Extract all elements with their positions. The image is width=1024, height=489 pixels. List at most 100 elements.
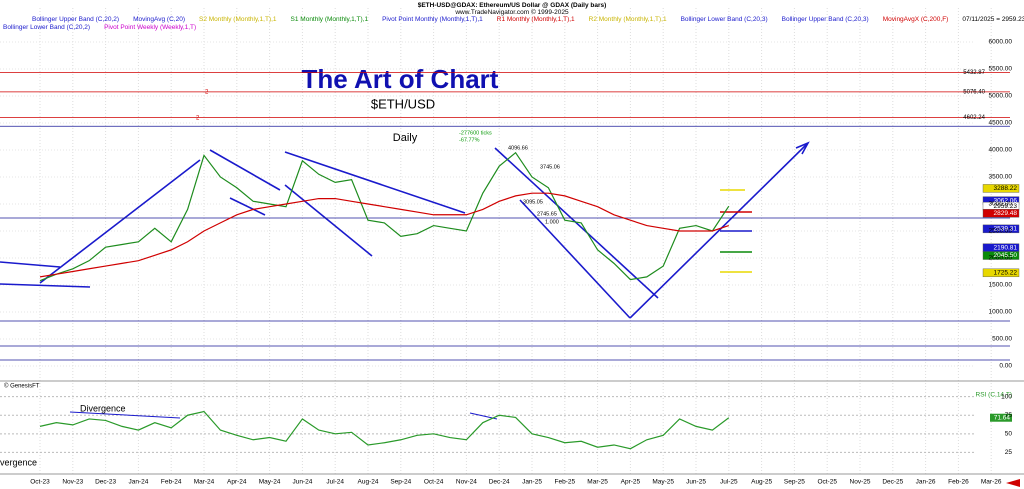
trendline: [209, 149, 281, 191]
x-tick-label: Feb-26: [948, 479, 969, 486]
y-tick-label: 50: [1005, 431, 1013, 438]
trendline: [39, 159, 201, 284]
legend-item: Pivot Point Monthly (Monthly,1,T),1: [382, 16, 483, 23]
level-label: 5432.87: [963, 70, 985, 76]
header-source: www.TradeNavigator.com © 1999-2025: [455, 9, 569, 16]
x-tick-label: Feb-25: [554, 479, 575, 486]
annotation: 3095.05: [523, 199, 543, 205]
x-tick-label: Jan-24: [128, 479, 148, 486]
y-tick-label: 5500.00: [989, 66, 1013, 73]
x-tick-label: Oct-25: [817, 479, 837, 486]
trendline: [284, 184, 373, 257]
price-box-label: 2045.50: [994, 252, 1018, 259]
y-tick-label: 4000.00: [989, 147, 1013, 154]
trendline: [519, 199, 631, 319]
y-tick-label: 75: [1005, 412, 1013, 419]
header-title: $ETH-USD@GDAX: Ethereum/US Dollar @ GDAX…: [417, 2, 607, 9]
x-tick-label: Jun-24: [292, 479, 312, 486]
x-tick-label: Dec-23: [95, 479, 116, 486]
price-box-label: 2539.31: [994, 226, 1018, 233]
price-box-label: 2959.23: [994, 203, 1018, 210]
y-tick-label: 0.00: [999, 363, 1012, 370]
annotation: 2745.65: [537, 211, 557, 217]
level-label: 5076.40: [963, 89, 985, 95]
price-box-label: 1725.22: [994, 270, 1018, 277]
trendlines: [0, 141, 810, 420]
chart-subtitle: $ETH/USD: [371, 96, 435, 111]
annotation: -277600 ticks: [459, 130, 492, 136]
x-tick-label: Aug-25: [751, 479, 772, 486]
x-tick-label: Oct-24: [424, 479, 444, 486]
legend-item: Pivot Point Weekly (Weekly,1,T): [104, 24, 197, 31]
arrow-head: [795, 141, 810, 155]
y-tick-label: 100: [1001, 393, 1012, 400]
marks: [0, 72, 1020, 450]
legend-item: Bollinger Upper Band (C,20,2): [32, 16, 120, 23]
x-tick-label: Mar-25: [587, 479, 608, 486]
x-tick-label: Aug-24: [358, 479, 379, 486]
y-tick-label: 3500.00: [989, 174, 1013, 181]
x-tick-label: Jun-25: [686, 479, 706, 486]
trendline: [0, 283, 91, 288]
annotation: 2: [196, 116, 200, 122]
legend-item: Bollinger Upper Band (C,20,3): [781, 16, 869, 23]
annotation: -67.77%: [459, 137, 480, 143]
axis-labels: Oct-23 Nov-23 Dec-23 Jan-24 Feb-24 Mar-24 Apr-…: [30, 39, 1017, 486]
y-tick-label: 500.00: [992, 336, 1012, 343]
y-tick-label: 1500.00: [989, 282, 1013, 289]
legend: Bollinger Lower Band (C,20,2) Pivot Point…: [3, 24, 210, 31]
x-tick-label: Mar-24: [194, 479, 215, 486]
panel-title: RSI (C,14,T): [976, 392, 1012, 399]
value-box-label: 71.64: [994, 414, 1011, 421]
series-line: [39, 410, 730, 450]
x-tick-label: Sep-25: [784, 479, 805, 486]
grid: [0, 8, 992, 474]
y-tick-label: 25: [1005, 449, 1013, 456]
annotation: 3745.06: [540, 164, 560, 170]
trendline: [229, 197, 266, 216]
trendline: [629, 142, 809, 319]
x-tick-label: Dec-24: [489, 479, 510, 486]
series-line: [39, 192, 729, 278]
x-tick-label: Jul-24: [326, 479, 344, 486]
scroll-arrow[interactable]: [1006, 479, 1020, 487]
price-box: [982, 251, 1020, 260]
trendline: [0, 261, 61, 268]
level-label: 4602.24: [963, 115, 985, 121]
annotation: Daily: [393, 132, 418, 144]
y-tick-label: 3000.00: [989, 201, 1013, 208]
legend-item: R1 Monthly (Monthly,1,T),1: [496, 16, 575, 23]
x-tick-label: Nov-24: [456, 479, 477, 486]
x-tick-label: Dec-25: [882, 479, 903, 486]
annotation: 4096.66: [508, 145, 528, 151]
annotation: © GenesisFT: [4, 383, 40, 390]
chart-title: The Art of Chart: [302, 64, 499, 94]
y-tick-label: 2000.00: [989, 255, 1013, 262]
annotation: 1.000: [545, 219, 559, 225]
x-tick-label: May-24: [259, 479, 281, 486]
x-tick-label: Feb-24: [161, 479, 182, 486]
x-tick-label: Nov-25: [850, 479, 871, 486]
price-box: [982, 184, 1020, 193]
y-tick-label: 6000.00: [989, 39, 1013, 46]
x-tick-label: Oct-23: [30, 479, 50, 486]
series-line: [39, 151, 730, 282]
legend: Bollinger Upper Band (C,20,2) MovingAvg (…: [32, 16, 1024, 23]
y-tick-label: 4500.00: [989, 120, 1013, 127]
price-box-label: 2829.48: [994, 210, 1018, 217]
value-box: [990, 413, 1012, 422]
price-box: [982, 268, 1020, 278]
y-tick-label: 1000.00: [989, 309, 1013, 316]
legend-item: Bollinger Lower Band (C,20,3): [680, 16, 768, 23]
x-tick-label: May-25: [652, 479, 674, 486]
annotation: 2: [205, 90, 209, 96]
x-tick-label: Jan-25: [522, 479, 542, 486]
divergence-line: [69, 411, 181, 419]
x-tick-label: Sep-24: [390, 479, 411, 486]
price-box: [982, 208, 1020, 218]
legend-item: S1 Monthly (Monthly,1,T),1: [290, 16, 369, 23]
legend-item: S2 Monthly (Monthly,1,T),1: [198, 16, 277, 23]
price-box-label: 2190.81: [994, 244, 1018, 251]
